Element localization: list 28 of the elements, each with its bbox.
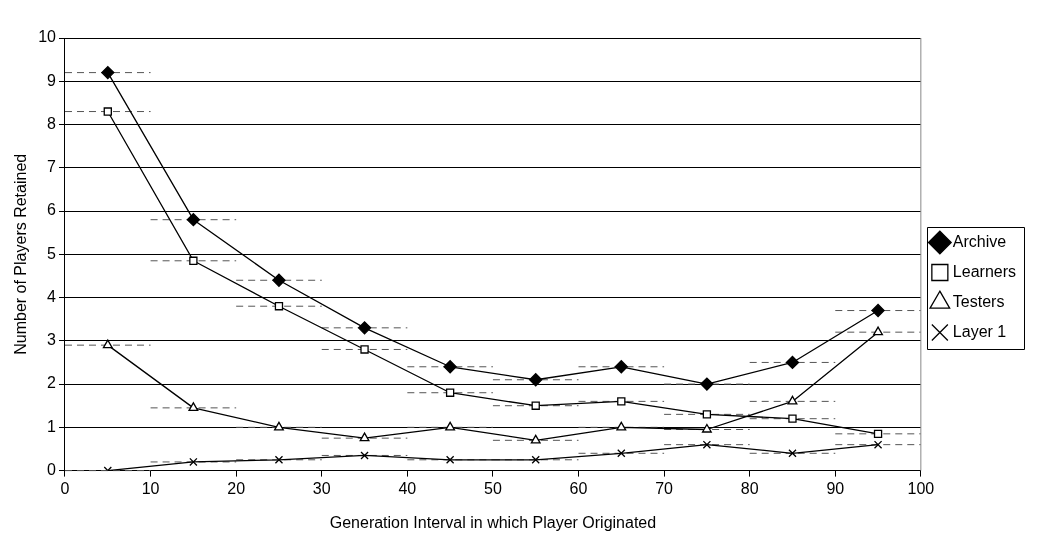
y-tick-label: 1 — [47, 417, 57, 435]
y-tick-label: 6 — [47, 201, 57, 219]
x-tick-label: 50 — [484, 479, 502, 497]
y-tick-label: 8 — [47, 114, 57, 132]
x-tick-label: 40 — [398, 479, 417, 497]
x-tick-label: 90 — [826, 479, 845, 497]
legend-label: Learners — [952, 262, 1017, 280]
x-tick-label: 0 — [60, 479, 70, 497]
x-tick-label: 70 — [655, 479, 674, 497]
y-tick-label: 10 — [38, 28, 57, 46]
y-tick-label: 0 — [47, 461, 57, 479]
x-tick-label: 100 — [907, 479, 935, 497]
legend-label: Layer 1 — [952, 322, 1007, 340]
y-tick-label: 9 — [47, 71, 57, 89]
x-tick-label: 20 — [227, 479, 246, 497]
x-tick-label: 80 — [740, 479, 759, 497]
y-tick-label: 2 — [47, 374, 57, 392]
x-tick-label: 30 — [312, 479, 331, 497]
x-axis-title: Generation Interval in which Player Originated — [329, 513, 657, 531]
y-tick-label: 4 — [47, 287, 57, 305]
x-tick-label: 10 — [141, 479, 160, 497]
x-tick-label: 60 — [569, 479, 588, 497]
y-tick-label: 7 — [47, 158, 57, 176]
y-tick-label: 3 — [47, 331, 57, 349]
legend-label: Testers — [952, 292, 1005, 310]
legend-label: Archive — [952, 232, 1007, 250]
y-axis-title: Number of Players Retained — [12, 153, 30, 355]
y-tick-label: 5 — [47, 244, 57, 262]
